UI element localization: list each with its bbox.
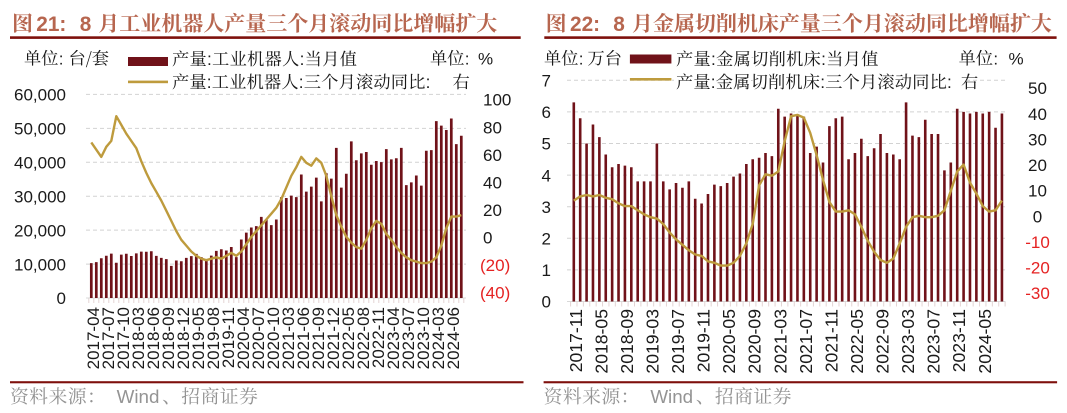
svg-text:60,000: 60,000 — [14, 86, 66, 105]
svg-text:2020-04: 2020-04 — [234, 307, 253, 369]
svg-text:2021-11: 2021-11 — [821, 309, 841, 372]
svg-text:2020-05: 2020-05 — [719, 309, 739, 374]
svg-text:40,000: 40,000 — [14, 154, 66, 173]
svg-text:21:: 21: — [36, 13, 66, 36]
svg-text:2021-03: 2021-03 — [279, 307, 298, 369]
svg-text:40: 40 — [483, 173, 502, 192]
svg-text:2019-08: 2019-08 — [204, 307, 223, 369]
svg-text:2017-07: 2017-07 — [99, 307, 118, 369]
svg-text:2019-11: 2019-11 — [694, 309, 714, 372]
svg-text:2023-10: 2023-10 — [414, 307, 433, 369]
svg-text::: : — [821, 49, 826, 69]
svg-text:10: 10 — [1028, 182, 1047, 201]
svg-text:2: 2 — [542, 230, 551, 249]
svg-text:2023-07: 2023-07 — [924, 309, 944, 374]
svg-text:2017-10: 2017-10 — [114, 307, 133, 369]
svg-text:2021-06: 2021-06 — [294, 307, 313, 369]
svg-text:2017-11: 2017-11 — [566, 309, 586, 372]
svg-text::: : — [299, 72, 304, 92]
svg-text:2024-03: 2024-03 — [429, 307, 448, 369]
svg-text::: : — [993, 49, 998, 68]
svg-text:Wind: Wind — [640, 386, 693, 407]
svg-text:2021-09: 2021-09 — [309, 307, 328, 369]
svg-text:1: 1 — [542, 261, 551, 280]
svg-text:7: 7 — [542, 72, 551, 91]
svg-text::: : — [947, 72, 952, 92]
svg-text:20,000: 20,000 — [14, 221, 66, 240]
svg-text::: : — [579, 49, 584, 68]
svg-text:2021-12: 2021-12 — [324, 307, 343, 369]
svg-text:2019-11: 2019-11 — [219, 307, 238, 368]
svg-text:2020-07: 2020-07 — [249, 307, 268, 369]
svg-text:2020-10: 2020-10 — [264, 307, 283, 369]
svg-text:(40): (40) — [480, 284, 510, 303]
svg-text:-20: -20 — [1025, 259, 1050, 278]
svg-text:0: 0 — [483, 229, 492, 248]
svg-text:%: % — [478, 49, 493, 68]
svg-text:Wind: Wind — [106, 386, 159, 407]
svg-text::: : — [59, 49, 64, 68]
svg-text:2023-07: 2023-07 — [399, 307, 418, 369]
svg-text:2024-06: 2024-06 — [444, 307, 463, 369]
svg-text:(20): (20) — [480, 256, 510, 275]
svg-text:20: 20 — [483, 201, 502, 220]
svg-text::: : — [820, 72, 825, 92]
svg-text:2023-03: 2023-03 — [898, 309, 918, 374]
svg-text:2018-12: 2018-12 — [174, 307, 193, 369]
svg-text:-30: -30 — [1025, 284, 1050, 303]
svg-text:2017-04: 2017-04 — [84, 307, 103, 369]
svg-text:3: 3 — [542, 198, 551, 217]
svg-text:8: 8 — [80, 13, 92, 36]
svg-text::: : — [711, 72, 716, 92]
svg-text:2018-03: 2018-03 — [129, 307, 148, 369]
svg-text:2022-08: 2022-08 — [354, 307, 373, 369]
svg-text:2021-07: 2021-07 — [796, 309, 816, 374]
svg-text:2019-05: 2019-05 — [189, 307, 208, 369]
svg-text:60: 60 — [483, 146, 502, 165]
svg-text:2022-09: 2022-09 — [873, 309, 893, 374]
svg-text:30: 30 — [1028, 130, 1047, 149]
svg-text:%: % — [1009, 49, 1024, 68]
svg-text::: : — [207, 49, 212, 69]
svg-text::: : — [300, 49, 305, 69]
svg-text::: : — [207, 72, 212, 92]
svg-text:50: 50 — [1028, 79, 1047, 98]
svg-text:2021-03: 2021-03 — [770, 309, 790, 374]
svg-text:40: 40 — [1028, 105, 1047, 124]
svg-text::: : — [426, 72, 431, 92]
svg-text:0: 0 — [1033, 207, 1042, 226]
svg-text:2023-04: 2023-04 — [384, 307, 403, 369]
svg-text:20: 20 — [1028, 156, 1047, 175]
svg-text:2018-05: 2018-05 — [591, 309, 611, 374]
svg-text:0: 0 — [542, 293, 551, 312]
svg-text::: : — [711, 49, 716, 69]
svg-text:2022-05: 2022-05 — [847, 309, 867, 374]
svg-text:2018-09: 2018-09 — [159, 307, 178, 369]
svg-text:2018-09: 2018-09 — [617, 309, 637, 374]
svg-text:0: 0 — [57, 289, 66, 308]
svg-text:2022-05: 2022-05 — [339, 307, 358, 369]
svg-text:4: 4 — [542, 166, 551, 185]
svg-text:50,000: 50,000 — [14, 120, 66, 139]
svg-text:2018-06: 2018-06 — [144, 307, 163, 369]
svg-text:100: 100 — [483, 91, 511, 110]
svg-text:-10: -10 — [1025, 233, 1050, 252]
svg-text:2023-11: 2023-11 — [949, 309, 969, 372]
svg-text:2020-09: 2020-09 — [745, 309, 765, 374]
svg-text:2019-03: 2019-03 — [643, 309, 663, 374]
svg-text:30,000: 30,000 — [14, 187, 66, 206]
svg-text:22:: 22: — [570, 13, 600, 36]
svg-text:8: 8 — [613, 13, 625, 36]
svg-text:80: 80 — [483, 118, 502, 137]
svg-text::: : — [465, 49, 470, 68]
svg-text:2024-05: 2024-05 — [975, 309, 995, 374]
svg-text:5: 5 — [542, 135, 551, 154]
svg-text:6: 6 — [542, 103, 551, 122]
svg-text:10,000: 10,000 — [14, 255, 66, 274]
svg-text:2019-07: 2019-07 — [668, 309, 688, 374]
svg-text:2022-11: 2022-11 — [369, 307, 388, 368]
